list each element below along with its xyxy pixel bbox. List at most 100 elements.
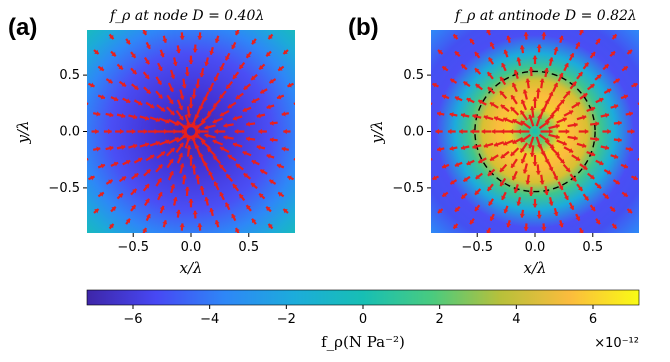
vector-arrowhead — [172, 61, 178, 66]
vector-arrowhead — [490, 156, 495, 161]
vector-arrowhead — [449, 145, 454, 151]
vector-arrowhead — [256, 113, 261, 119]
vector-arrowhead — [548, 201, 554, 206]
vector-arrowhead — [181, 174, 187, 179]
vector-arrowhead — [201, 140, 206, 146]
vector-arrow — [310, 152, 316, 153]
vector-arrowhead — [310, 107, 314, 112]
vector-arrowhead — [650, 171, 654, 176]
vector-arrowhead — [610, 51, 615, 56]
vector-arrowhead — [160, 151, 165, 156]
vector-arrowhead — [251, 39, 257, 45]
vector-arrowhead — [470, 38, 475, 44]
vector-arrow — [513, 250, 514, 256]
vector-arrowhead — [615, 179, 620, 185]
vector-arrowhead — [96, 111, 101, 117]
vector-arrow — [637, 102, 639, 106]
vector-arrowhead — [543, 68, 550, 72]
vector-arrowhead — [184, 186, 190, 191]
vector-arrowhead — [573, 135, 578, 141]
vector-arrowhead — [461, 145, 466, 151]
vector-arrowhead — [535, 170, 541, 175]
vector-arrowhead — [203, 161, 209, 167]
panel-b-ticks: −0.5 0.0 0.5 0.5 0.0 −0.5 — [392, 68, 603, 255]
vector-arrowhead — [170, 148, 175, 153]
vector-arrowhead — [246, 136, 250, 142]
vector-arrowhead — [214, 128, 218, 135]
vector-arrowhead — [501, 195, 506, 200]
vector-arrowhead — [277, 94, 282, 100]
vector-arrowhead — [143, 128, 148, 135]
vector-arrowhead — [463, 177, 468, 182]
vector-arrowhead — [109, 112, 114, 118]
panel-b-dashed-ring — [474, 70, 596, 193]
vector-arrowhead — [516, 57, 522, 62]
vector-arrowhead — [259, 65, 264, 70]
vector-arrowhead — [174, 137, 179, 142]
vector-arrowhead — [256, 144, 261, 150]
x-tick-label: 0.0 — [181, 240, 202, 255]
vector-arrowhead — [442, 192, 447, 197]
vector-arrowhead — [511, 82, 517, 88]
vector-arrowhead — [214, 38, 220, 43]
vector-arrowhead — [455, 51, 460, 56]
vector-arrowhead — [159, 52, 165, 58]
vector-arrowhead — [225, 56, 230, 61]
vector-arrow — [87, 70, 88, 71]
vector-arrowhead — [442, 94, 447, 100]
vector-arrowhead — [442, 66, 447, 71]
vector-arrowhead — [220, 146, 225, 152]
vector-arrowhead — [555, 134, 560, 140]
vector-arrowhead — [157, 80, 162, 85]
vector-arrowhead — [295, 191, 299, 196]
vector-arrowhead — [246, 53, 251, 58]
vector-arrowhead — [82, 67, 86, 72]
vector-arrow — [576, 245, 578, 251]
vector-arrowhead — [595, 38, 600, 44]
vector-arrowhead — [631, 128, 635, 135]
vector-arrowhead — [251, 159, 257, 165]
vector-arrowhead — [146, 169, 151, 174]
vector-arrowhead — [108, 78, 113, 84]
vector-arrowhead — [513, 70, 519, 75]
vector-arrow — [78, 141, 85, 142]
vector-arrowhead — [554, 151, 560, 156]
vector-arrowhead — [494, 141, 499, 147]
vector-arrowhead — [144, 198, 150, 204]
vector-arrowhead — [596, 74, 602, 80]
vector-arrowhead — [118, 65, 123, 70]
vector-arrowhead — [522, 169, 528, 174]
vector-arrowhead — [595, 136, 600, 142]
vector-arrowhead — [197, 223, 203, 228]
vector-arrowhead — [293, 102, 295, 105]
vector-arrowhead — [435, 128, 439, 135]
vector-arrowhead — [137, 157, 143, 163]
vector-arrowhead — [595, 219, 600, 225]
vector-arrow — [416, 173, 422, 175]
vector-arrowhead — [195, 174, 201, 179]
vector-arrowhead — [573, 122, 578, 128]
vector-arrowhead — [640, 157, 644, 162]
vector-arrowhead — [489, 42, 495, 47]
vector-arrowhead — [191, 164, 197, 169]
panel-a-vectors — [78, 30, 316, 233]
vector-arrowhead — [142, 30, 147, 35]
vector-arrowhead — [532, 55, 538, 60]
vector-arrowhead — [312, 129, 316, 134]
vector-arrowhead — [239, 194, 244, 199]
vector-arrowhead — [617, 120, 622, 126]
vector-arrowhead — [449, 112, 454, 118]
vector-arrowhead — [235, 94, 241, 99]
vector-arrowhead — [656, 150, 660, 155]
vector-arrowhead — [519, 45, 525, 50]
vector-arrowhead — [220, 111, 225, 117]
vector-arrowhead — [623, 94, 628, 100]
vector-arrowhead — [179, 35, 185, 40]
vector-arrowhead — [243, 85, 249, 90]
vector-arrowhead — [109, 145, 114, 151]
x-tick-label: −0.5 — [117, 240, 149, 255]
vector-arrow — [78, 122, 85, 123]
vector-arrow — [431, 157, 433, 161]
vector-arrowhead — [195, 84, 201, 89]
vector-arrowhead — [235, 30, 240, 35]
